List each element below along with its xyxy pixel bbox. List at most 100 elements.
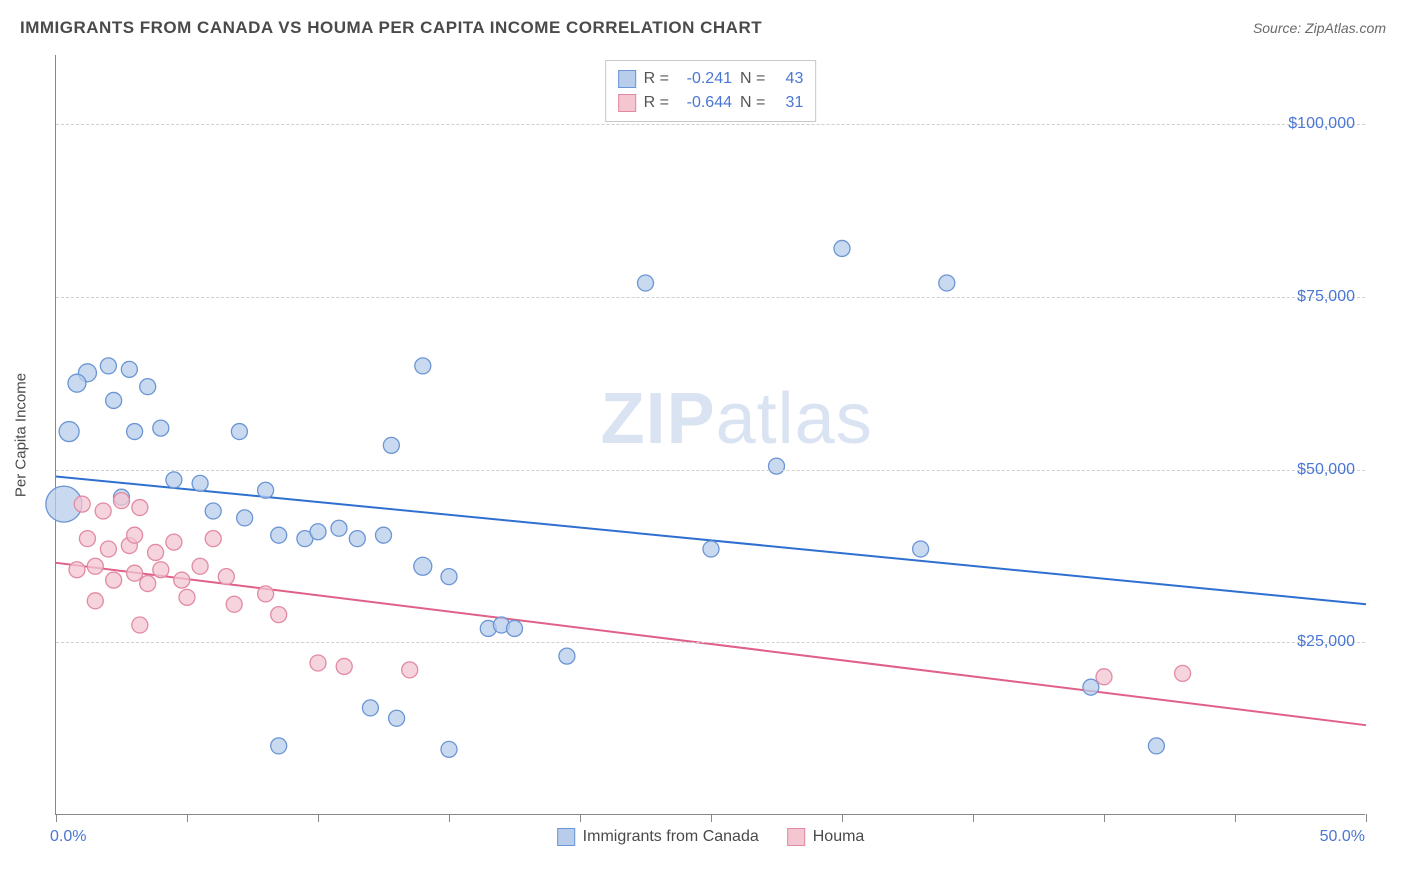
- data-point: [68, 374, 86, 392]
- data-point: [271, 607, 287, 623]
- data-point: [205, 531, 221, 547]
- data-point: [441, 569, 457, 585]
- n-label: N =: [740, 91, 765, 115]
- data-point: [383, 437, 399, 453]
- x-tick: [1235, 814, 1236, 822]
- data-point: [179, 589, 195, 605]
- data-point: [834, 240, 850, 256]
- data-point: [127, 424, 143, 440]
- data-point: [310, 655, 326, 671]
- data-point: [121, 361, 137, 377]
- data-point: [1175, 665, 1191, 681]
- data-point: [769, 458, 785, 474]
- r-value: -0.241: [677, 67, 732, 91]
- r-label: R =: [644, 91, 669, 115]
- grid-line: [56, 297, 1365, 298]
- bottom-legend-item: Houma: [787, 828, 865, 846]
- data-point: [376, 527, 392, 543]
- data-point: [703, 541, 719, 557]
- regression-line: [56, 563, 1366, 725]
- data-point: [271, 527, 287, 543]
- y-tick-label: $100,000: [1288, 115, 1355, 133]
- data-point: [258, 482, 274, 498]
- legend-swatch: [618, 94, 636, 112]
- data-point: [226, 596, 242, 612]
- data-point: [100, 358, 116, 374]
- data-point: [362, 700, 378, 716]
- data-point: [205, 503, 221, 519]
- data-point: [114, 493, 130, 509]
- data-point: [1096, 669, 1112, 685]
- data-point: [87, 558, 103, 574]
- data-point: [100, 541, 116, 557]
- x-axis-min-label: 0.0%: [50, 828, 86, 846]
- n-label: N =: [740, 67, 765, 91]
- data-point: [1083, 679, 1099, 695]
- data-point: [59, 422, 79, 442]
- plot-area: Per Capita Income ZIPatlas R =-0.241N =4…: [55, 55, 1365, 815]
- data-point: [95, 503, 111, 519]
- data-point: [79, 531, 95, 547]
- n-value: 31: [773, 91, 803, 115]
- data-point: [271, 738, 287, 754]
- legend-swatch: [557, 828, 575, 846]
- data-point: [258, 586, 274, 602]
- data-point: [153, 562, 169, 578]
- y-tick-label: $75,000: [1297, 288, 1355, 306]
- legend-swatch: [618, 70, 636, 88]
- data-point: [192, 558, 208, 574]
- r-label: R =: [644, 67, 669, 91]
- x-tick: [711, 814, 712, 822]
- grid-line: [56, 470, 1365, 471]
- y-tick-label: $50,000: [1297, 461, 1355, 479]
- data-point: [166, 472, 182, 488]
- data-point: [402, 662, 418, 678]
- data-point: [127, 527, 143, 543]
- data-point: [140, 576, 156, 592]
- data-point: [127, 565, 143, 581]
- data-point: [939, 275, 955, 291]
- x-tick: [1366, 814, 1367, 822]
- data-point: [69, 562, 85, 578]
- data-point: [231, 424, 247, 440]
- data-point: [638, 275, 654, 291]
- data-point: [441, 741, 457, 757]
- legend-label: Immigrants from Canada: [583, 828, 759, 846]
- data-point: [331, 520, 347, 536]
- x-tick: [1104, 814, 1105, 822]
- data-point: [559, 648, 575, 664]
- data-point: [106, 392, 122, 408]
- data-point: [349, 531, 365, 547]
- y-tick-label: $25,000: [1297, 633, 1355, 651]
- data-point: [132, 617, 148, 633]
- data-point: [507, 620, 523, 636]
- data-point: [74, 496, 90, 512]
- scatter-svg: [56, 55, 1365, 814]
- legend-swatch: [787, 828, 805, 846]
- data-point: [174, 572, 190, 588]
- data-point: [414, 557, 432, 575]
- data-point: [148, 544, 164, 560]
- data-point: [389, 710, 405, 726]
- data-point: [336, 658, 352, 674]
- grid-line: [56, 642, 1365, 643]
- n-value: 43: [773, 67, 803, 91]
- x-tick: [842, 814, 843, 822]
- legend-label: Houma: [813, 828, 865, 846]
- data-point: [140, 379, 156, 395]
- data-point: [1148, 738, 1164, 754]
- x-tick: [56, 814, 57, 822]
- x-tick: [580, 814, 581, 822]
- x-tick: [449, 814, 450, 822]
- r-value: -0.644: [677, 91, 732, 115]
- bottom-legend-item: Immigrants from Canada: [557, 828, 759, 846]
- x-tick: [973, 814, 974, 822]
- y-axis-title: Per Capita Income: [13, 372, 30, 496]
- data-point: [132, 500, 148, 516]
- chart-title: IMMIGRANTS FROM CANADA VS HOUMA PER CAPI…: [20, 18, 762, 38]
- x-tick: [187, 814, 188, 822]
- data-point: [218, 569, 234, 585]
- x-tick: [318, 814, 319, 822]
- data-point: [192, 475, 208, 491]
- legend-stat-row: R = -0.644 N = 31: [618, 91, 804, 115]
